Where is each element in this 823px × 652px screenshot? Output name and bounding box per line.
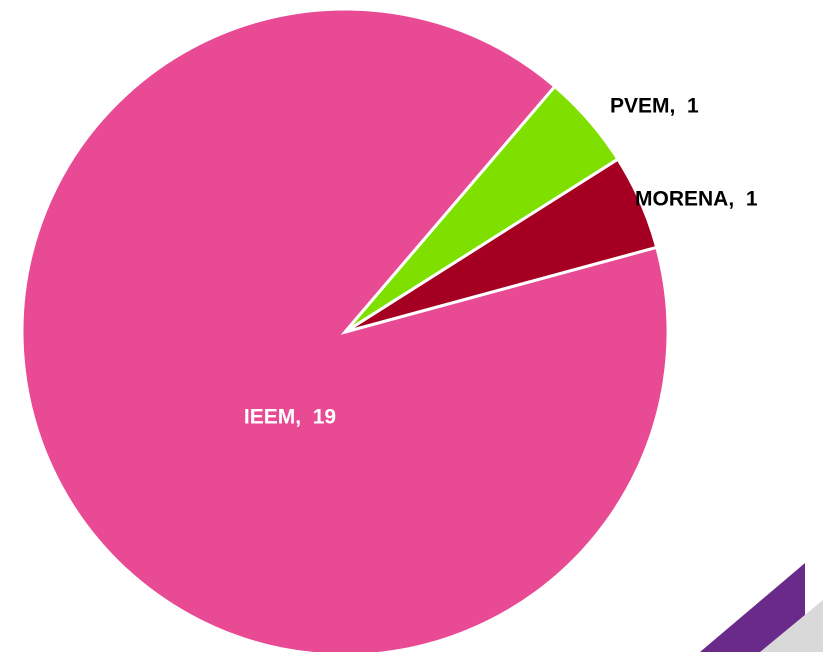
- data-label: IEEM, 19: [244, 406, 336, 429]
- data-label: MORENA, 1: [635, 188, 758, 211]
- decor-gray: [760, 600, 823, 652]
- decor-purple: [700, 563, 805, 652]
- data-label: PVEM, 1: [610, 95, 699, 118]
- pie-slice: [344, 157, 659, 334]
